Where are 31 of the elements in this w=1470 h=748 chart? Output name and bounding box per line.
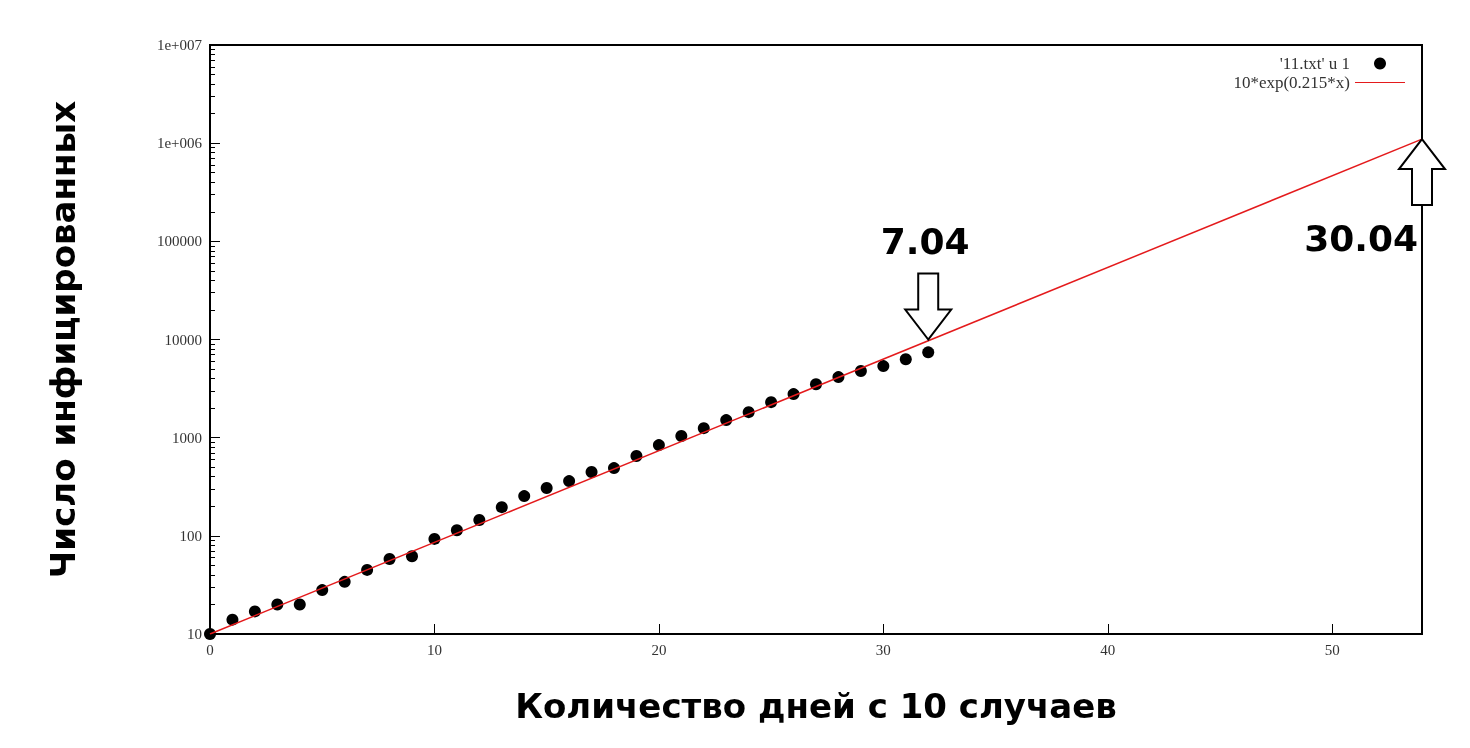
y-tick-label: 100 — [179, 527, 202, 544]
point — [899, 353, 912, 366]
y-tick-label: 1000 — [172, 429, 202, 446]
annotation: 30.04 — [1304, 218, 1418, 260]
x-tick-label: 10 — [426, 641, 442, 658]
point — [518, 490, 531, 503]
y-tick-label: 1e+007 — [156, 37, 203, 53]
y-tick-label: 100000 — [157, 233, 202, 250]
y-tick-label: 10 — [187, 626, 202, 642]
point — [675, 430, 688, 442]
point — [563, 475, 576, 488]
point — [652, 439, 665, 452]
point — [495, 501, 508, 514]
x-tick-label: 0 — [206, 641, 214, 658]
x-tick-label: 40 — [1100, 641, 1116, 658]
x-tick-label: 30 — [875, 641, 891, 658]
point — [585, 466, 598, 478]
y-tick-label: 10000 — [164, 331, 202, 348]
y-tick-label: 1e+006 — [156, 135, 203, 152]
annotation: 7.04 — [880, 220, 970, 262]
x-axis-title: Количество дней с 10 случаев — [515, 686, 1117, 726]
point — [204, 628, 216, 640]
legend-label: 10*exp(0.215*x) — [1233, 73, 1350, 92]
x-tick-label: 50 — [1324, 641, 1340, 658]
point — [877, 360, 890, 373]
y-axis-title: Число инфицированных — [43, 100, 83, 579]
point — [540, 482, 553, 495]
x-tick-label: 20 — [651, 641, 667, 658]
point — [922, 346, 935, 359]
legend-label: '11.txt' u 1 — [1279, 54, 1350, 73]
point — [293, 598, 306, 611]
